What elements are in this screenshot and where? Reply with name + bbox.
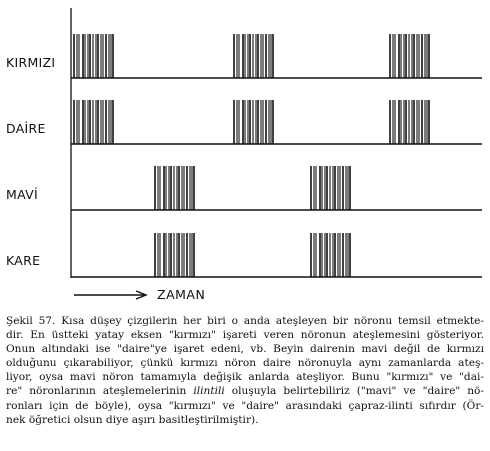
time-axis-label: ZAMAN bbox=[157, 287, 206, 302]
spike-train-plot bbox=[70, 8, 482, 278]
spike-burst-mavi-4 bbox=[310, 166, 351, 210]
row-label-kirmizi: KIRMIZI bbox=[6, 55, 56, 70]
spike-burst-daire-5 bbox=[389, 100, 430, 144]
caption-line-4: olduğunu çıkarabiliyor, çünkü kırmızı nö… bbox=[6, 357, 484, 370]
spike-burst-kare-4 bbox=[310, 233, 351, 277]
caption-line-8: nek öğretici olsun diye aşırı basitleşti… bbox=[6, 413, 259, 426]
spike-burst-mavi-2 bbox=[154, 166, 195, 210]
spike-burst-kirmizi-5 bbox=[389, 34, 430, 78]
caption-line-6-b: oluşuyla belirtebiliriz ("mavi" ve "dair… bbox=[231, 385, 484, 398]
row-label-kare: KARE bbox=[6, 253, 41, 268]
caption-line-1: Şekil 57. Kısa düşey çizgilerin her biri… bbox=[6, 315, 484, 327]
caption-line-2: dir. En üstteki yatay eksen "kırmızı" iş… bbox=[6, 329, 484, 342]
caption-line-5: liyor, oysa mavi nöron tamamıyla değişik… bbox=[6, 371, 484, 384]
spike-burst-daire-1 bbox=[73, 100, 114, 144]
time-arrow bbox=[74, 290, 148, 300]
spike-burst-kirmizi-3 bbox=[233, 34, 274, 78]
spike-train-figure: KIRMIZI DAİRE MAVİ KARE ZAMAN bbox=[6, 8, 482, 302]
row-label-mavi: MAVİ bbox=[6, 187, 38, 202]
figure-caption: Şekil 57. Kısa düşey çizgilerin her biri… bbox=[6, 314, 484, 427]
spike-burst-kirmizi-1 bbox=[73, 34, 114, 78]
spike-burst-kare-2 bbox=[154, 233, 195, 277]
caption-emphasis-ilintili: ilintili bbox=[193, 385, 225, 398]
spike-burst-daire-3 bbox=[233, 100, 274, 144]
row-label-daire: DAİRE bbox=[6, 121, 46, 136]
caption-line-6: re" nöronlarının ateşlemelerinin ilintil… bbox=[6, 384, 484, 398]
caption-line-3: Onun altındaki ise "daire"ye işaret eden… bbox=[6, 343, 484, 356]
caption-line-6-a: re" nöronlarının ateşlemelerinin bbox=[6, 385, 187, 398]
time-arrow-head bbox=[135, 290, 148, 300]
caption-line-7: ronları için de böyle), oysa "kırmızı" v… bbox=[6, 399, 484, 412]
